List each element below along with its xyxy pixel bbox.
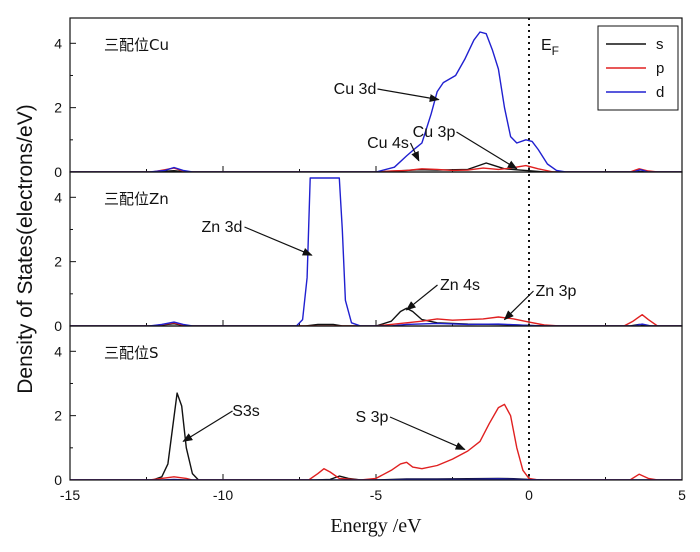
x-axis-title: Energy /eV xyxy=(330,515,422,537)
annotation-label: S 3p xyxy=(356,409,389,426)
annotation-label: Zn 4s xyxy=(440,277,480,294)
annotation-arrow xyxy=(377,88,440,103)
series-line-s xyxy=(70,162,682,172)
annotation-arrow xyxy=(409,142,420,162)
annotation-arrow xyxy=(182,410,233,442)
legend-label-s: s xyxy=(656,36,664,53)
panel-3: 0 2 4 三配位S S3s S 3p xyxy=(54,325,683,488)
legend-label-p: p xyxy=(656,60,664,77)
annotation-arrow xyxy=(389,416,466,450)
x-tick-label: -10 xyxy=(213,487,233,503)
x-tick-label: 5 xyxy=(678,487,686,503)
annotation-label: S3s xyxy=(232,403,260,420)
y-tick-label: 0 xyxy=(54,164,62,180)
panel-label: 三配位S xyxy=(104,344,159,362)
series-group xyxy=(70,31,682,172)
y-tick-label: 2 xyxy=(54,254,62,270)
x-tick-label: -15 xyxy=(60,487,80,503)
panel-frame xyxy=(69,325,683,481)
annotation-arrow xyxy=(456,131,518,170)
fermi-label: EF xyxy=(541,37,559,58)
panel-label: 三配位Cu xyxy=(104,36,169,54)
annotation-label: Cu 3p xyxy=(413,124,456,141)
legend-label-d: d xyxy=(656,84,664,101)
annotation-label: Cu 3d xyxy=(334,81,377,98)
overlay-layer: EF -15 -10 -5 0 5 Energy /eV Density of States(… xyxy=(14,18,686,537)
y-tick-label: 2 xyxy=(54,408,62,424)
series-group xyxy=(70,392,682,480)
y-tick-label: 0 xyxy=(54,318,62,334)
annotation-label: Zn 3d xyxy=(202,219,243,236)
series-line-p xyxy=(70,403,682,480)
y-tick-label: 0 xyxy=(54,472,62,488)
series-line-s xyxy=(70,392,682,480)
y-axis-title: Density of States(electrons/eV) xyxy=(14,104,37,393)
x-tick-label: 0 xyxy=(525,487,533,503)
y-tick-label: 4 xyxy=(54,189,62,205)
series-line-p xyxy=(70,164,682,172)
y-tick-label: 4 xyxy=(54,35,62,51)
series-line-d xyxy=(70,31,682,172)
x-tick-label: -5 xyxy=(370,487,383,503)
annotation-label: Cu 4s xyxy=(367,135,409,152)
annotation-label: Zn 3p xyxy=(536,283,577,300)
annotation-arrow xyxy=(244,226,313,256)
y-tick-label: 4 xyxy=(54,343,62,359)
annotation-arrow xyxy=(405,284,438,311)
y-tick-label: 2 xyxy=(54,100,62,116)
panel-2: 0 2 4 三配位Zn Zn 3d Zn 4s Zn 3p xyxy=(54,171,683,334)
panel-label: 三配位Zn xyxy=(104,190,169,208)
legend: spd xyxy=(597,25,679,111)
series-line-p xyxy=(70,314,682,326)
